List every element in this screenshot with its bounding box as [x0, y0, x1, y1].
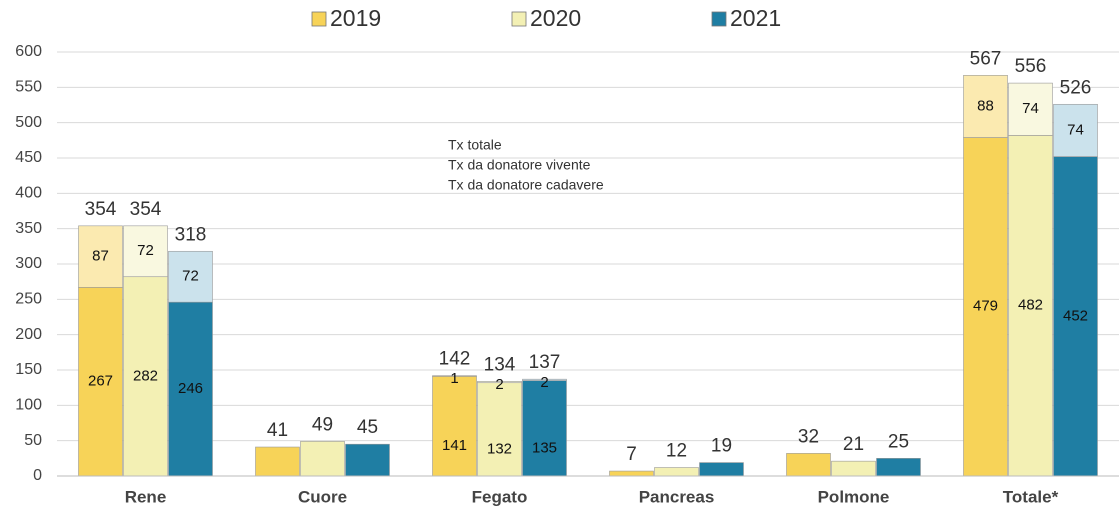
inner-label: 88 [977, 97, 994, 114]
inner-label: 72 [137, 242, 154, 259]
x-tick-label: Rene [125, 487, 167, 506]
y-tick-label: 0 [33, 467, 42, 484]
inner-label: 74 [1067, 121, 1084, 138]
bar-segment [123, 225, 168, 278]
total-label: 526 [1060, 77, 1092, 98]
total-label: 354 [130, 199, 162, 220]
bar-segment [78, 287, 123, 477]
bar-segment [963, 75, 1008, 138]
bar-segment [1053, 103, 1098, 157]
total-label: 556 [1015, 56, 1047, 77]
bar-segment [78, 225, 123, 288]
inner-label: 1 [450, 370, 458, 387]
bar-segment [1053, 156, 1098, 477]
x-tick-label: Totale* [1003, 487, 1059, 506]
total-label: 142 [439, 349, 471, 370]
total-label: 49 [312, 414, 333, 435]
inner-label: 282 [133, 367, 158, 384]
y-tick-label: 500 [15, 114, 42, 131]
y-tick-label: 50 [24, 432, 42, 449]
inner-label: 479 [973, 298, 998, 315]
inner-label: 267 [88, 373, 113, 390]
x-tick-label: Polmone [818, 487, 890, 506]
total-label: 32 [798, 426, 819, 447]
y-tick-label: 350 [15, 220, 42, 237]
legend-swatch [511, 11, 527, 27]
inner-label: 246 [178, 380, 203, 397]
bar-segment [609, 470, 654, 477]
inner-label: 482 [1018, 297, 1043, 314]
y-tick-label: 550 [15, 79, 42, 96]
inner-label: 74 [1022, 100, 1039, 117]
y-tick-label: 100 [15, 397, 42, 414]
inner-label: 72 [182, 268, 199, 285]
bar-segment [432, 375, 477, 377]
y-tick-label: 200 [15, 326, 42, 343]
legend-swatch [711, 11, 727, 27]
total-label: 567 [970, 48, 1002, 69]
inner-label: 452 [1063, 307, 1088, 324]
bar-segment [699, 462, 744, 477]
bar-segment [345, 443, 390, 477]
y-tick-label: 400 [15, 185, 42, 202]
bar-segment [300, 441, 345, 477]
inner-label: 141 [442, 437, 467, 454]
bar-segment [963, 137, 1008, 477]
legend-swatch [311, 11, 327, 27]
total-label: 25 [888, 431, 909, 452]
bar-segment [168, 301, 213, 477]
total-label: 12 [666, 441, 687, 462]
y-tick-label: 250 [15, 291, 42, 308]
bar-segment [522, 380, 567, 477]
inner-label: 87 [92, 248, 109, 265]
inner-label: 2 [540, 374, 548, 391]
total-label: 7 [626, 444, 637, 465]
bar-segment [876, 458, 921, 477]
inner-label: 135 [532, 439, 557, 456]
total-label: 21 [843, 434, 864, 455]
y-tick-label: 450 [15, 149, 42, 166]
segment-label: Tx da donatore cadavere [448, 177, 604, 193]
bar-segment [432, 376, 477, 477]
bar-segment [255, 446, 300, 477]
bar-segment [654, 467, 699, 477]
x-tick-label: Cuore [298, 487, 347, 506]
segment-label: Tx totale [448, 137, 502, 153]
legend-label: 2019 [330, 5, 381, 31]
total-label: 41 [267, 420, 288, 441]
y-tick-label: 150 [15, 361, 42, 378]
total-label: 354 [85, 199, 117, 220]
segment-label: Tx da donatore vivente [448, 157, 591, 173]
y-tick-label: 600 [15, 43, 42, 60]
bar-segment [831, 460, 876, 477]
total-label: 45 [357, 417, 378, 438]
total-label: 134 [484, 354, 516, 375]
total-label: 137 [529, 352, 561, 373]
bar-segment [1008, 135, 1053, 477]
total-label: 19 [711, 436, 732, 457]
legend-label: 2020 [530, 5, 581, 31]
bar-segment [168, 250, 213, 303]
bar-segment [477, 381, 522, 384]
bar-segment [123, 276, 168, 477]
bar-segment [786, 453, 831, 477]
legend-label: 2021 [730, 5, 781, 31]
bar-segment [1008, 82, 1053, 136]
x-tick-label: Pancreas [639, 487, 715, 506]
total-label: 318 [175, 224, 207, 245]
bar-segment [522, 378, 567, 381]
y-tick-label: 300 [15, 255, 42, 272]
inner-label: 2 [495, 376, 503, 393]
bar-segment [477, 382, 522, 477]
inner-label: 132 [487, 440, 512, 457]
x-tick-label: Fegato [472, 487, 528, 506]
